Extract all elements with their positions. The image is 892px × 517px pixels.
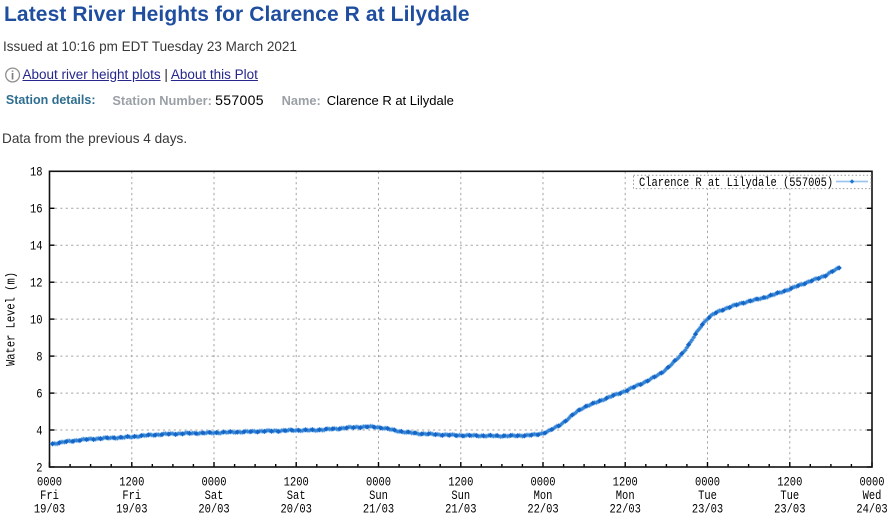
svg-text:0000: 0000 — [37, 474, 62, 489]
svg-text:4: 4 — [36, 423, 42, 438]
svg-text:Tue: Tue — [780, 488, 799, 503]
svg-text:Fri: Fri — [40, 488, 59, 503]
svg-text:22/03: 22/03 — [610, 501, 641, 516]
svg-text:0000: 0000 — [201, 474, 226, 489]
svg-text:0000: 0000 — [366, 474, 391, 489]
svg-text:23/03: 23/03 — [774, 501, 805, 516]
svg-text:16: 16 — [30, 202, 43, 217]
svg-text:8: 8 — [36, 349, 42, 364]
svg-text:24/03: 24/03 — [856, 501, 887, 516]
svg-text:Clarence R at Lilydale (557005: Clarence R at Lilydale (557005) — [639, 175, 833, 190]
svg-text:19/03: 19/03 — [116, 501, 147, 516]
svg-text:18: 18 — [30, 165, 43, 180]
svg-text:Tue: Tue — [698, 488, 717, 503]
svg-text:Fri: Fri — [122, 488, 141, 503]
svg-text:Sat: Sat — [287, 488, 306, 503]
svg-text:10: 10 — [30, 312, 43, 327]
svg-text:1200: 1200 — [777, 474, 802, 489]
svg-text:Mon: Mon — [616, 488, 635, 503]
svg-text:1200: 1200 — [284, 474, 309, 489]
svg-text:6: 6 — [36, 386, 42, 401]
svg-text:23/03: 23/03 — [692, 501, 723, 516]
svg-text:12: 12 — [30, 275, 43, 290]
svg-text:Mon: Mon — [534, 488, 553, 503]
svg-text:Water Level (m): Water Level (m) — [3, 272, 18, 366]
svg-text:14: 14 — [30, 238, 43, 253]
svg-text:0000: 0000 — [530, 474, 555, 489]
svg-text:20/03: 20/03 — [281, 501, 312, 516]
svg-text:1200: 1200 — [119, 474, 144, 489]
svg-text:19/03: 19/03 — [34, 501, 65, 516]
svg-text:0000: 0000 — [859, 474, 884, 489]
svg-text:0000: 0000 — [695, 474, 720, 489]
svg-text:20/03: 20/03 — [198, 501, 229, 516]
svg-text:1200: 1200 — [613, 474, 638, 489]
svg-text:1200: 1200 — [448, 474, 473, 489]
svg-text:Sat: Sat — [205, 488, 224, 503]
svg-text:22/03: 22/03 — [527, 501, 558, 516]
svg-text:21/03: 21/03 — [445, 501, 476, 516]
svg-text:21/03: 21/03 — [363, 501, 394, 516]
svg-text:Sun: Sun — [451, 488, 470, 503]
svg-text:Sun: Sun — [369, 488, 388, 503]
svg-text:Wed: Wed — [863, 488, 882, 503]
svg-text:2: 2 — [36, 460, 42, 475]
svg-text:i: i — [11, 69, 14, 83]
